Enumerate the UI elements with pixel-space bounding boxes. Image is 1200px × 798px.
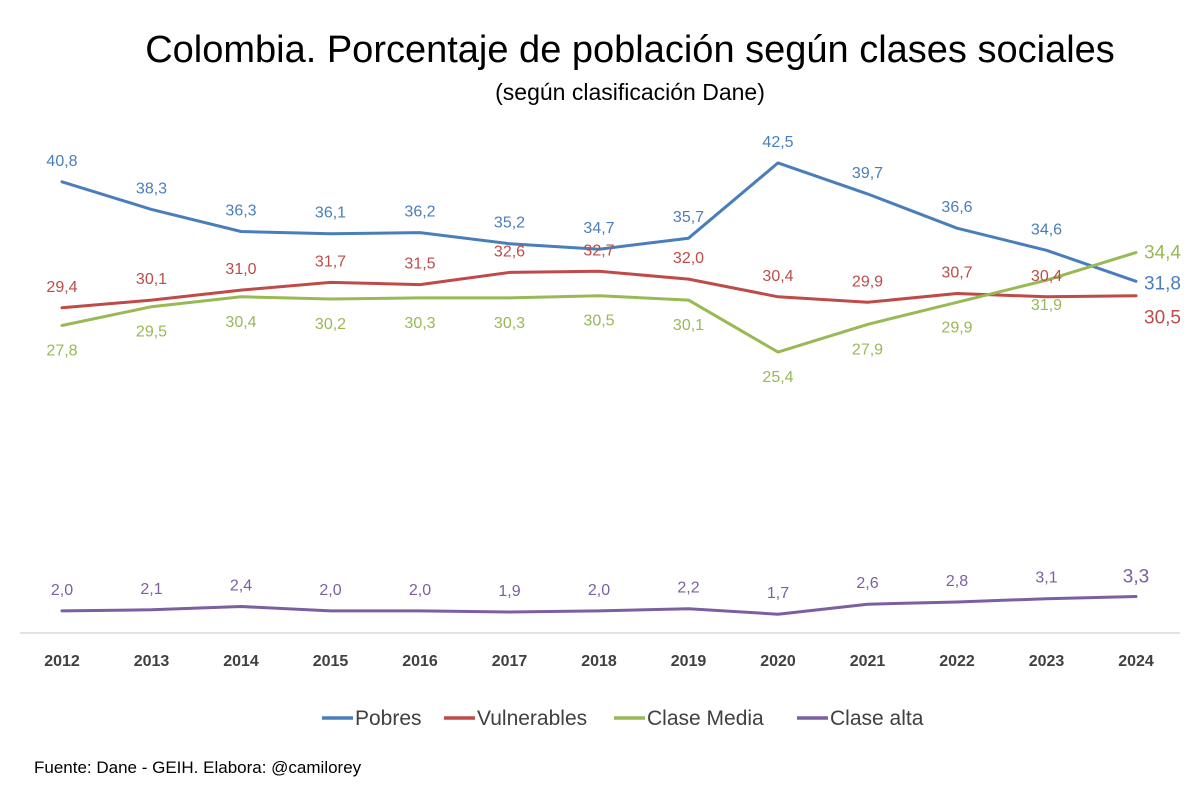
data-label-clase-alta-2024: 3,3	[1123, 567, 1149, 588]
data-label-vulnerables-2023: 30,4	[1031, 268, 1062, 285]
data-label-clase-alta-2017: 1,9	[498, 583, 520, 600]
data-label-vulnerables-2022: 30,7	[941, 265, 972, 282]
data-label-clase-media-2019: 30,1	[673, 317, 704, 334]
series-line-pobres	[60, 161, 1138, 283]
data-label-clase-alta-2016: 2,0	[409, 582, 431, 599]
data-label-vulnerables-2024: 30,5	[1144, 308, 1181, 329]
legend-label-pobres: Pobres	[355, 707, 422, 730]
data-label-vulnerables-2016: 31,5	[404, 256, 435, 273]
data-label-pobres-2024: 31,8	[1144, 273, 1181, 294]
x-tick-2017: 2017	[492, 653, 528, 670]
data-label-pobres-2013: 38,3	[136, 180, 167, 197]
series-line-clase-alta	[60, 595, 1138, 616]
data-label-vulnerables-2015: 31,7	[315, 253, 346, 270]
data-label-clase-alta-2014: 2,4	[230, 578, 252, 595]
data-label-pobres-2020: 42,5	[762, 134, 793, 151]
legend-label-clase-media: Clase Media	[647, 707, 764, 730]
x-tick-2023: 2023	[1029, 653, 1065, 670]
chart-subtitle: (según clasificación Dane)	[495, 79, 765, 105]
data-label-clase-media-2017: 30,3	[494, 315, 525, 332]
legend-label-vulnerables: Vulnerables	[477, 707, 587, 730]
data-label-vulnerables-2017: 32,6	[494, 243, 525, 260]
data-label-vulnerables-2014: 31,0	[225, 261, 256, 278]
data-label-pobres-2012: 40,8	[46, 153, 77, 170]
data-label-clase-media-2024: 34,4	[1144, 243, 1181, 264]
data-label-clase-media-2014: 30,4	[225, 314, 256, 331]
x-tick-2013: 2013	[134, 653, 170, 670]
data-label-vulnerables-2018: 32,7	[583, 242, 614, 259]
data-label-clase-media-2018: 30,5	[583, 313, 614, 330]
data-label-clase-media-2012: 27,8	[46, 343, 77, 360]
series-lines	[60, 161, 1138, 616]
data-label-clase-alta-2023: 3,1	[1035, 570, 1057, 587]
data-label-pobres-2017: 35,2	[494, 215, 525, 232]
x-tick-2018: 2018	[581, 653, 617, 670]
data-label-vulnerables-2013: 30,1	[136, 271, 167, 288]
data-label-pobres-2021: 39,7	[852, 165, 883, 182]
data-label-clase-alta-2012: 2,0	[51, 582, 73, 599]
data-label-clase-media-2022: 29,9	[941, 319, 972, 336]
legend: Pobres Vulnerables Clase Media Clase alta	[322, 707, 924, 730]
data-label-pobres-2015: 36,1	[315, 205, 346, 222]
x-tick-2024: 2024	[1118, 653, 1154, 670]
x-tick-2021: 2021	[850, 653, 886, 670]
x-tick-2012: 2012	[44, 653, 80, 670]
x-tick-2016: 2016	[402, 653, 438, 670]
data-label-clase-alta-2015: 2,0	[319, 582, 341, 599]
chart-title: Colombia. Porcentaje de población según …	[145, 29, 1115, 71]
data-label-clase-media-2016: 30,3	[404, 315, 435, 332]
data-label-clase-media-2013: 29,5	[136, 324, 167, 341]
data-label-clase-alta-2021: 2,6	[856, 575, 878, 592]
data-label-pobres-2022: 36,6	[941, 199, 972, 216]
x-axis-ticks: 2012 2013 2014 2015 2016 2017 2018 2019 2020 2021…	[44, 653, 1154, 670]
data-label-clase-media-2015: 30,2	[315, 316, 346, 333]
x-tick-2014: 2014	[223, 653, 259, 670]
data-label-clase-media-2021: 27,9	[852, 341, 883, 358]
data-label-vulnerables-2012: 29,4	[46, 279, 77, 296]
data-label-vulnerables-2021: 29,9	[852, 273, 883, 290]
data-label-pobres-2014: 36,3	[225, 203, 256, 220]
data-label-clase-alta-2013: 2,1	[140, 581, 162, 598]
data-label-clase-alta-2022: 2,8	[946, 573, 968, 590]
data-label-clase-alta-2018: 2,0	[588, 582, 610, 599]
legend-label-clase-alta: Clase alta	[830, 707, 924, 730]
x-tick-2020: 2020	[760, 653, 796, 670]
data-label-pobres-2016: 36,2	[404, 204, 435, 221]
data-label-vulnerables-2019: 32,0	[673, 250, 704, 267]
data-label-clase-alta-2020: 1,7	[767, 585, 789, 602]
data-label-pobres-2018: 34,7	[583, 220, 614, 237]
series-line-vulnerables	[60, 269, 1138, 310]
data-label-pobres-2019: 35,7	[673, 209, 704, 226]
data-labels: 40,8 38,3 36,3 36,1 36,2 35,2 34,7 35,7 42,5 39,7…	[46, 134, 1181, 602]
x-tick-2019: 2019	[671, 653, 707, 670]
data-label-clase-media-2023: 31,9	[1031, 297, 1062, 314]
source-note: Fuente: Dane - GEIH. Elabora: @camilorey	[34, 758, 362, 777]
data-label-vulnerables-2020: 30,4	[762, 268, 793, 285]
data-label-pobres-2023: 34,6	[1031, 221, 1062, 238]
series-line-clase-media	[60, 251, 1138, 354]
x-tick-2022: 2022	[939, 653, 975, 670]
data-label-clase-alta-2019: 2,2	[677, 580, 699, 597]
data-label-clase-media-2020: 25,4	[762, 369, 793, 386]
x-tick-2015: 2015	[313, 653, 349, 670]
